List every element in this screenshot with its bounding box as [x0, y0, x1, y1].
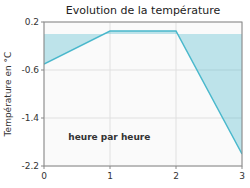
tick-x	[176, 166, 177, 169]
tick-x	[242, 166, 243, 169]
tick-label-y: -1.4	[21, 113, 39, 123]
tick-label-y: -2.2	[21, 161, 39, 171]
tick-label-x: 3	[239, 171, 245, 181]
tick-label-x: 0	[41, 171, 47, 181]
chart: 0.2 -0.6 -1.4 -2.20 1 2 3 Evolution de la tempé…	[0, 0, 250, 188]
tick-y	[41, 118, 44, 119]
area	[44, 31, 242, 154]
axes: 0.2 -0.6 -1.4 -2.20 1 2 3	[21, 17, 244, 182]
tick-y	[41, 70, 44, 71]
tick-x	[44, 166, 45, 169]
grid-line-y	[44, 118, 242, 119]
plot-frame	[44, 22, 242, 166]
tick-label-y: 0.2	[25, 17, 39, 27]
tick-label-x: 2	[173, 171, 179, 181]
tick-y	[41, 22, 44, 23]
grid-line-x	[110, 22, 111, 166]
line	[44, 31, 242, 154]
grid-line-x	[176, 22, 177, 166]
tick-label-x: 1	[107, 171, 113, 181]
title: Evolution de la température	[66, 4, 221, 17]
x-axis-label: heure par heure	[68, 132, 150, 142]
plot-area	[44, 22, 242, 166]
tick-label-y: -0.6	[21, 65, 39, 75]
y-axis-label: Température en °C	[3, 52, 13, 138]
data	[44, 31, 242, 154]
grid	[44, 22, 242, 166]
tick-x	[110, 166, 111, 169]
